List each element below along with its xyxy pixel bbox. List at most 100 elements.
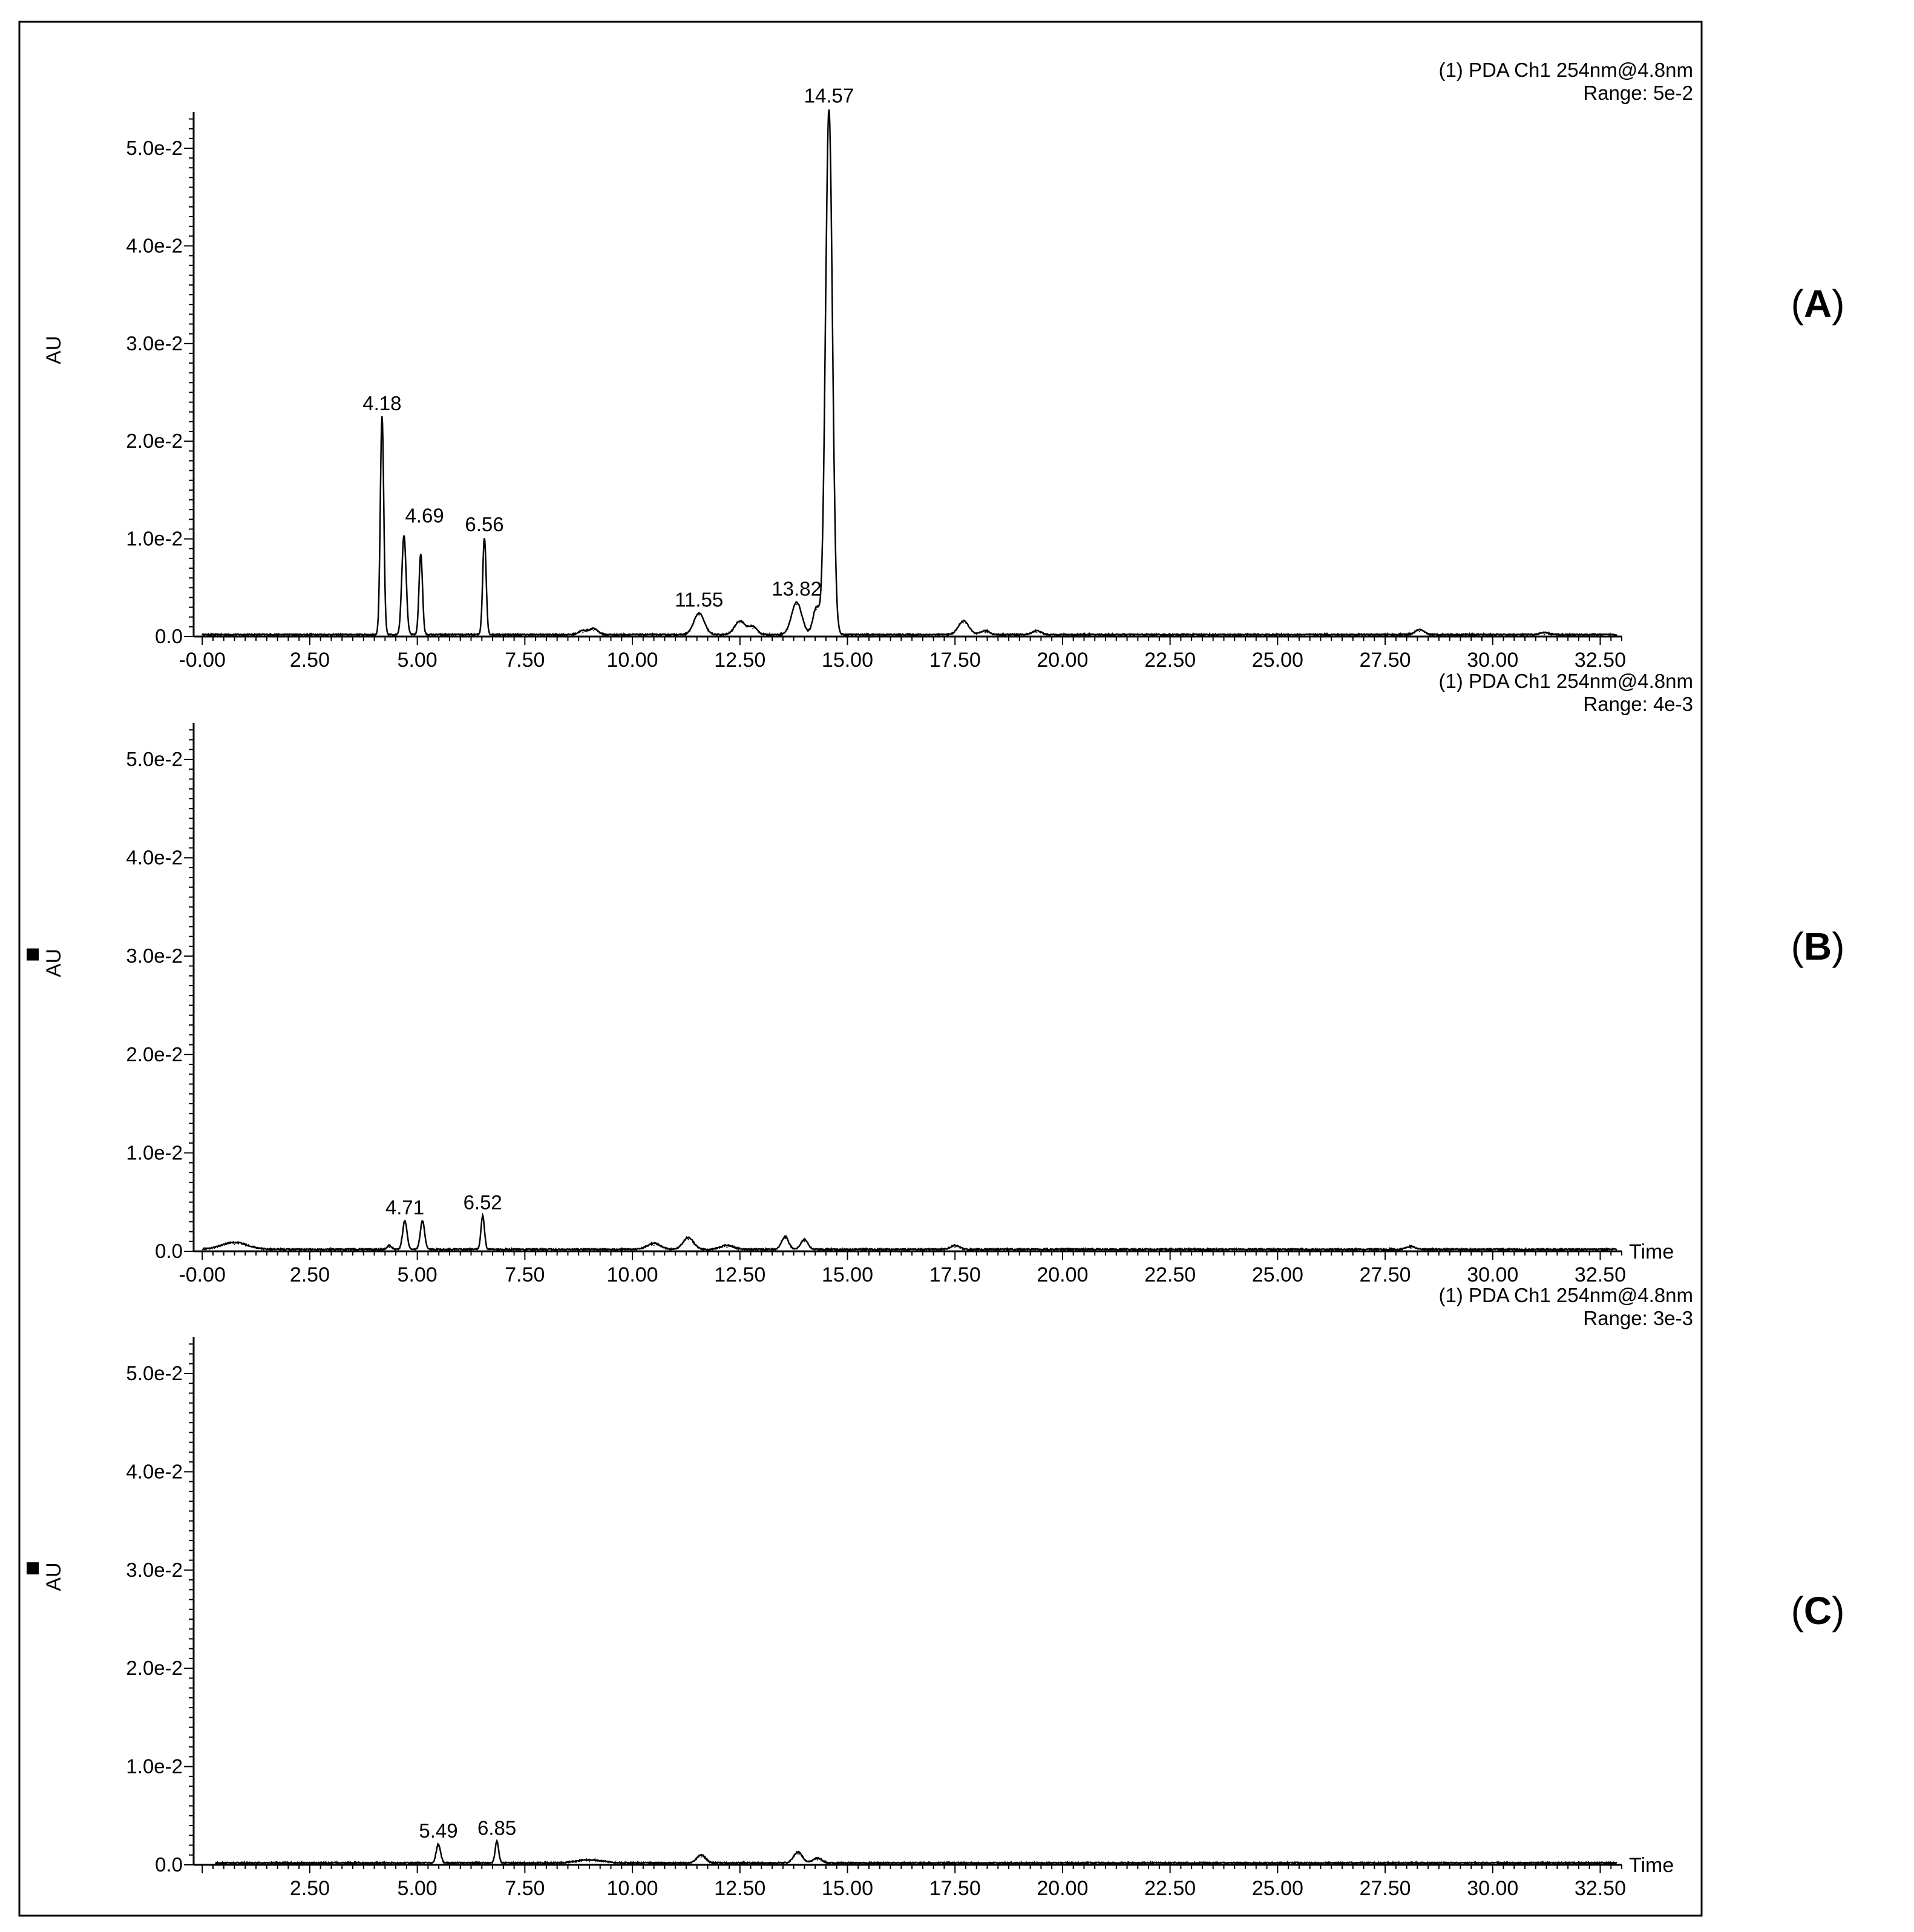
peak-point [784,1237,786,1239]
x-tick-label: 32.50 [1575,1263,1626,1286]
peak-label: 14.57 [804,85,854,107]
x-tick-label: 30.00 [1467,1877,1518,1900]
y-axis-label: AU [42,949,65,977]
peak-label: 13.82 [772,578,822,600]
peak-point [796,603,798,605]
y-tick-label: 5.0e-2 [126,748,183,770]
peak-point [496,1842,498,1844]
x-tick-label: 15.00 [822,649,873,672]
chart-panel-c: 0.0 1.0e-2 2.0e-2 3.0e-2 4.0e-2 5.0e-2 2.50 5.0… [27,1284,1693,1900]
peak-point [653,1245,655,1246]
x-axis-label: Time [1629,1854,1674,1877]
y-tick-label: 3.0e-2 [126,332,183,355]
x-tick-label: 22.50 [1144,1263,1196,1286]
peak-point [828,110,830,112]
peak-point [752,628,754,630]
x-tick-label: 27.50 [1359,649,1411,672]
peak-label: 6.52 [464,1191,502,1214]
peak-point [404,1222,406,1223]
y-tick-label: 2.0e-2 [126,430,183,452]
peak-label: 6.85 [477,1816,516,1839]
x-tick-label: 2.50 [290,1877,330,1900]
figure-border [18,21,1703,1917]
chromatogram-trace [215,1838,1617,1865]
x-tick-label: 15.00 [822,1877,873,1900]
x-tick-label: 15.00 [822,1263,873,1286]
peak-point [726,1246,728,1248]
peak-point [804,1240,805,1242]
peak-point [388,1246,390,1248]
panel-letter-b: (B) [1791,925,1845,968]
y-tick-label: 4.0e-2 [126,234,183,257]
peak-label: 5.49 [419,1819,457,1842]
peak-point [420,555,422,557]
x-tick-label: 25.00 [1252,649,1303,672]
x-tick-label: 22.50 [1144,1877,1196,1900]
x-tick-label: 2.50 [290,1263,330,1286]
chart-header-channel: (1) PDA Ch1 254nm@4.8nm [1438,59,1693,81]
peak-label: 4.69 [405,504,444,526]
x-tick-label: 30.00 [1467,649,1518,672]
peak-point [1036,632,1038,634]
peak-point [687,1239,689,1240]
peak-point [700,1856,702,1858]
peak-point [234,1243,235,1245]
y-tick-label: 5.0e-2 [126,137,183,159]
peak-point [593,630,595,632]
peak-point [403,536,405,538]
x-tick-label: 22.50 [1144,649,1196,672]
y-tick-label: 1.0e-2 [126,1141,183,1164]
y-axis-label: AU [42,336,65,364]
x-tick-label: 7.50 [505,1263,545,1286]
x-tick-label: 10.00 [607,649,658,672]
y-axis-label: AU [42,1562,65,1591]
chart-header-range: Range: 3e-3 [1583,1307,1693,1329]
x-tick-label: 2.50 [290,649,330,672]
peak-point [816,608,818,610]
y-tick-label: 3.0e-2 [126,1559,183,1581]
y-tick-label: 4.0e-2 [126,1460,183,1482]
peak-point [483,539,485,541]
x-tick-label: 5.00 [398,1263,438,1286]
peak-label: 4.71 [385,1196,424,1219]
x-axis-label: Time [1629,1240,1674,1263]
x-tick-label: 20.00 [1037,1877,1088,1900]
x-tick-label: -0.00 [179,649,226,672]
peak-point [698,614,700,616]
chromatogram-trace [202,1213,1617,1253]
chart-header-channel: (1) PDA Ch1 254nm@4.8nm [1438,670,1693,692]
peak-point [984,632,986,634]
panel-letter-c: (C) [1791,1589,1845,1632]
x-tick-label: 20.00 [1037,649,1088,672]
x-tick-label: 27.50 [1359,1263,1411,1286]
peak-point [1410,1248,1412,1249]
peak-point [1544,634,1545,635]
peak-point [797,1853,799,1855]
x-tick-label: 17.50 [929,1263,981,1286]
y-tick-label: 0.0 [155,1853,183,1876]
peak-point [438,1845,439,1847]
x-tick-label: 10.00 [607,1263,658,1286]
x-tick-label: 32.50 [1575,649,1626,672]
panel-letter-a: (A) [1791,282,1845,326]
x-tick-label: 25.00 [1252,1877,1303,1900]
peak-label: 11.55 [675,588,723,611]
peak-point [422,1222,424,1223]
peak-point [582,632,584,634]
peak-label: 4.18 [362,392,401,414]
x-tick-label: 7.50 [505,649,545,672]
x-tick-label: 12.50 [714,649,765,672]
chart-header-range: Range: 5e-2 [1583,82,1693,104]
x-tick-label: 7.50 [505,1877,545,1900]
peak-point [963,622,965,624]
peak-point [482,1217,483,1219]
x-tick-label: 12.50 [714,1263,765,1286]
peak-point [816,1859,818,1861]
y-tick-label: 2.0e-2 [126,1657,183,1679]
x-tick-label: 27.50 [1359,1877,1411,1900]
chart-panel-a: 0.0 1.0e-2 2.0e-2 3.0e-2 4.0e-2 5.0e-2 -0.00 2.… [42,59,1693,672]
y-tick-label: 5.0e-2 [126,1362,183,1384]
peak-point [739,622,741,624]
x-tick-label: 30.00 [1467,1263,1518,1286]
